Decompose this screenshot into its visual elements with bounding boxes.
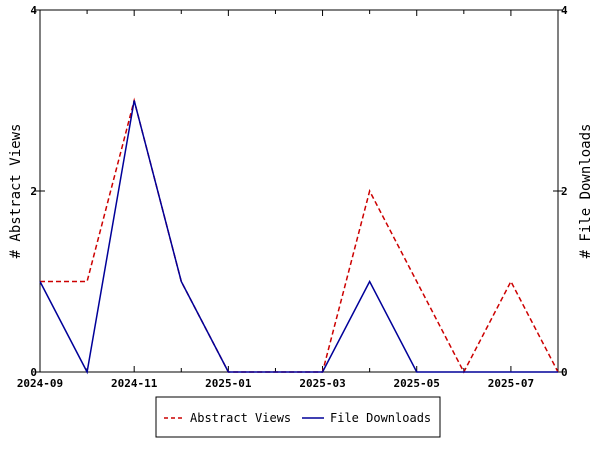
legend: Abstract Views File Downloads <box>155 396 441 438</box>
series-line-file-downloads <box>39 100 558 375</box>
y-axis-title-right: # File Downloads <box>578 124 594 259</box>
y-tick-label-right: 2 <box>561 185 568 198</box>
series-line-abstract-views <box>40 97 559 374</box>
x-tick-label: 2025-03 <box>299 377 345 390</box>
legend-label-abstract-views: Abstract Views <box>190 411 291 425</box>
y-axis-title-left: # Abstract Views <box>8 124 24 259</box>
y-tick-label-left: 2 <box>30 185 37 198</box>
y-tick-label-right: 0 <box>561 366 568 379</box>
x-tick-label: 2024-11 <box>111 377 158 390</box>
x-tick-label: 2025-05 <box>394 377 440 390</box>
y-tick-label-left: 0 <box>30 366 37 379</box>
x-tick-label: 2025-07 <box>488 377 534 390</box>
plot-frame <box>39 9 559 373</box>
x-tick-label: 2024-09 <box>17 377 63 390</box>
series-layer <box>39 97 559 375</box>
ticks-layer: 2024-09 2024-11 2025-01 2025-03 2025-05 2025-… <box>17 4 568 390</box>
legend-label-file-downloads: File Downloads <box>330 411 431 425</box>
x-tick-label: 2025-01 <box>205 377 252 390</box>
legend-box <box>155 396 441 438</box>
y-tick-label-right: 4 <box>561 4 568 17</box>
y-tick-label-left: 4 <box>30 4 37 17</box>
